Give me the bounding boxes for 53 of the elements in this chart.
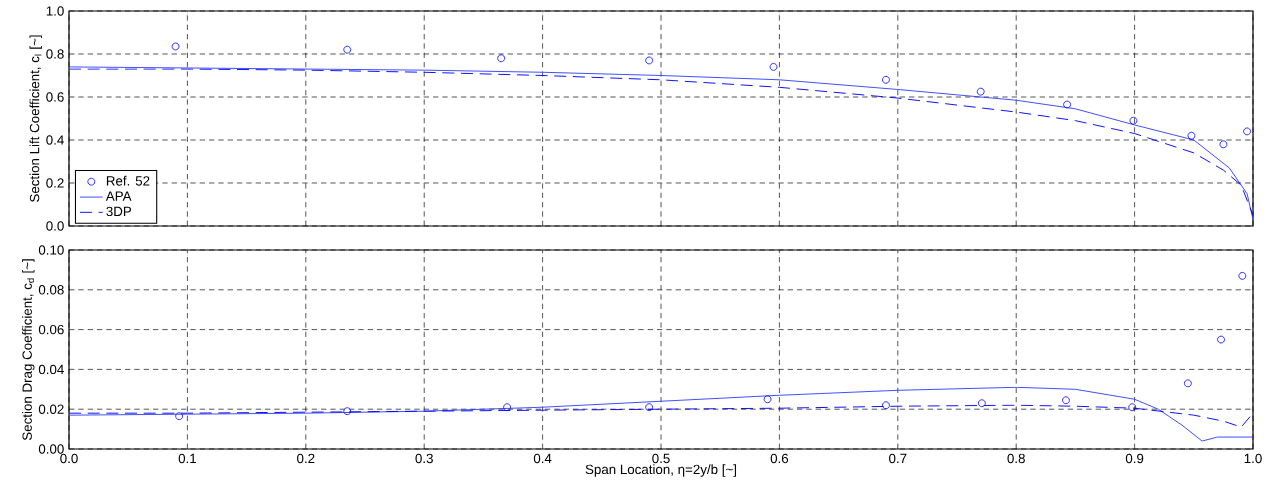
y-tick-label: 1.0 (46, 6, 64, 16)
point (1243, 127, 1251, 136)
x-tick-label: 1.0 (1244, 453, 1262, 464)
point (978, 399, 986, 408)
x-tick-label: 0.1 (178, 453, 197, 464)
y-tick-label: 0.08 (38, 285, 64, 295)
x-tick-label: 0.3 (415, 453, 433, 464)
point (343, 407, 352, 416)
point (645, 403, 654, 412)
y-tick-label: 0.4 (46, 135, 64, 145)
y-tick-label: 0.2 (46, 178, 64, 188)
point (1217, 335, 1225, 344)
point (503, 403, 511, 412)
legend-label: Ref. 52 (106, 175, 150, 186)
y-tick-label: 0.04 (38, 364, 64, 375)
point (175, 412, 183, 421)
y-tick-label: 0.06 (38, 324, 64, 335)
point (763, 395, 772, 404)
point (769, 63, 778, 71)
legend-label: APA (105, 191, 132, 201)
point (1128, 403, 1137, 412)
x-tick-label: 0.8 (1007, 453, 1025, 464)
x-axis-title: Span Location, η=2y/b [~] (585, 464, 737, 477)
point (1184, 379, 1192, 388)
point (645, 56, 654, 65)
y-tick-label: 0.02 (38, 404, 64, 414)
y-tick-label: 0.10 (38, 245, 64, 255)
point (1219, 140, 1228, 149)
x-tick-label: 0.4 (533, 453, 552, 464)
point (1187, 131, 1196, 140)
x-tick-label: 0.2 (297, 453, 315, 464)
y-tick-label: 0.0 (46, 221, 64, 231)
y-tick-label: 0.6 (46, 92, 64, 102)
y-axis-title: Section Drag Coefficient, c$_{d}$ [~] (22, 259, 35, 441)
point (1062, 396, 1070, 405)
point (1063, 100, 1071, 109)
point (1238, 272, 1247, 280)
y-axis-title: Section Lift Coefficient, c$_{l}$ [~] (29, 35, 42, 202)
point (497, 54, 506, 63)
point (171, 42, 180, 51)
y-tick-label: 0.8 (46, 49, 64, 59)
point (1129, 116, 1138, 125)
point (882, 75, 890, 84)
x-tick-label: 0.7 (889, 453, 907, 464)
point (976, 87, 985, 96)
y-tick-label: 0.00 (38, 444, 64, 454)
point (882, 401, 890, 410)
x-tick-label: 0.5 (652, 453, 670, 464)
x-tick-label: 0.6 (770, 453, 789, 464)
legend-label: 3DP (106, 206, 132, 217)
point (343, 45, 352, 54)
x-tick-label: 0.9 (1125, 453, 1144, 464)
x-tick-label: 0.0 (60, 453, 78, 464)
